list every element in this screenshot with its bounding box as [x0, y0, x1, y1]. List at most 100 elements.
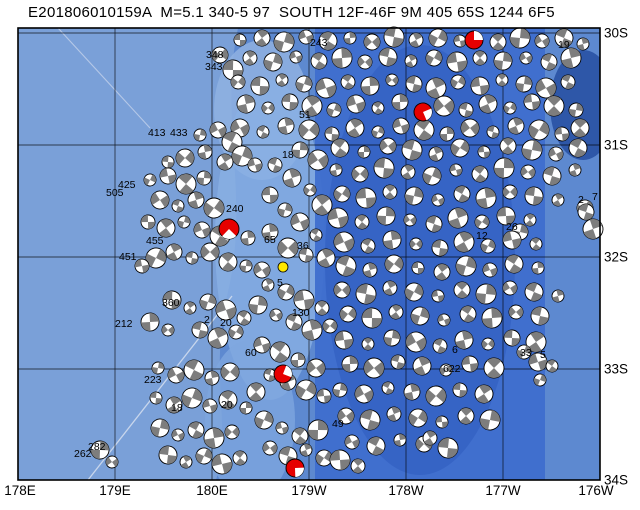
focal-mechanism-ball[interactable]: [182, 300, 199, 317]
focal-mechanism-ball[interactable]: [172, 170, 200, 198]
focal-mechanism-ball[interactable]: [436, 312, 451, 327]
focal-mechanism-ball[interactable]: [411, 261, 425, 275]
focal-mechanism-ball[interactable]: [430, 192, 446, 208]
focal-mechanism-ball[interactable]: [403, 53, 419, 69]
focal-mechanism-ball[interactable]: [409, 305, 431, 327]
focal-mechanism-ball[interactable]: [525, 116, 552, 143]
focal-mechanism-ball[interactable]: [487, 31, 510, 54]
focal-mechanism-ball[interactable]: [477, 145, 491, 159]
focal-mechanism-ball[interactable]: [260, 277, 276, 293]
focal-mechanism-ball[interactable]: [200, 194, 228, 222]
focal-mechanism-ball[interactable]: [170, 198, 185, 213]
focal-mechanism-ball[interactable]: [515, 75, 533, 93]
focal-mechanism-ball[interactable]: [377, 135, 399, 157]
focal-mechanism-ball[interactable]: [407, 31, 426, 50]
focal-mechanism-ball[interactable]: [193, 128, 207, 142]
focal-mechanism-ball[interactable]: [260, 438, 280, 458]
focal-mechanism-ball[interactable]: [179, 385, 205, 411]
focal-mechanism-ball[interactable]: [544, 358, 561, 375]
focal-mechanism-ball[interactable]: [580, 216, 605, 241]
focal-mechanism-ball[interactable]: [354, 282, 377, 305]
focal-mechanism-ball[interactable]: [262, 51, 284, 73]
focal-mechanism-ball[interactable]: [437, 437, 459, 459]
focal-mechanism-ball[interactable]: [376, 206, 396, 226]
focal-mechanism-ball[interactable]: [255, 124, 271, 140]
focal-mechanism-ball-red[interactable]: [215, 215, 243, 243]
focal-mechanism-ball[interactable]: [541, 165, 563, 187]
focal-mechanism-ball[interactable]: [522, 212, 539, 229]
focal-mechanism-ball[interactable]: [348, 456, 368, 476]
focal-mechanism-ball[interactable]: [404, 74, 423, 93]
focal-mechanism-ball[interactable]: [402, 212, 419, 229]
focal-mechanism-ball[interactable]: [470, 48, 490, 68]
focal-mechanism-ball[interactable]: [361, 261, 378, 278]
focal-mechanism-ball-red[interactable]: [411, 100, 435, 124]
focal-mechanism-ball[interactable]: [140, 312, 160, 332]
focal-mechanism-ball[interactable]: [480, 354, 508, 382]
focal-mechanism-ball[interactable]: [308, 50, 330, 72]
focal-mechanism-ball[interactable]: [539, 52, 560, 73]
focal-mechanism-ball[interactable]: [449, 163, 464, 178]
focal-mechanism-ball[interactable]: [272, 30, 297, 55]
focal-mechanism-ball[interactable]: [420, 428, 439, 447]
focal-mechanism-ball[interactable]: [410, 116, 438, 144]
focal-mechanism-ball[interactable]: [567, 162, 582, 177]
focal-mechanism-ball[interactable]: [476, 92, 500, 116]
focal-mechanism-ball[interactable]: [230, 448, 250, 468]
focal-mechanism-ball[interactable]: [161, 155, 175, 169]
focal-mechanism-ball[interactable]: [427, 145, 445, 163]
focal-mechanism-ball[interactable]: [229, 143, 255, 169]
focal-mechanism-ball[interactable]: [294, 74, 314, 94]
focal-mechanism-ball[interactable]: [381, 279, 400, 298]
focal-mechanism-ball[interactable]: [408, 236, 425, 253]
focal-mechanism-ball[interactable]: [361, 31, 384, 54]
focal-mechanism-ball[interactable]: [455, 405, 478, 428]
focal-mechanism-ball[interactable]: [159, 167, 178, 186]
focal-mechanism-ball[interactable]: [431, 289, 445, 303]
focal-mechanism-ball[interactable]: [331, 229, 357, 255]
focal-mechanism-ball[interactable]: [277, 202, 294, 219]
focal-mechanism-ball[interactable]: [501, 229, 523, 251]
focal-mechanism-ball[interactable]: [497, 135, 520, 158]
focal-mechanism-ball[interactable]: [190, 320, 209, 339]
focal-mechanism-ball[interactable]: [252, 408, 275, 431]
focal-mechanism-ball[interactable]: [326, 206, 350, 230]
focal-mechanism-ball[interactable]: [243, 379, 268, 404]
focal-mechanism-ball[interactable]: [194, 446, 215, 467]
focal-mechanism-ball[interactable]: [149, 417, 170, 438]
focal-mechanism-ball[interactable]: [450, 228, 477, 255]
focal-mechanism-ball[interactable]: [204, 370, 220, 386]
focal-mechanism-ball[interactable]: [281, 167, 304, 190]
focal-mechanism-ball[interactable]: [239, 401, 253, 415]
focal-mechanism-ball[interactable]: [228, 72, 248, 92]
focal-mechanism-ball[interactable]: [324, 126, 340, 142]
focal-mechanism-ball[interactable]: [334, 330, 354, 350]
focal-mechanism-ball[interactable]: [385, 405, 403, 423]
focal-mechanism-ball[interactable]: [332, 382, 348, 398]
focal-mechanism-ball[interactable]: [261, 223, 279, 241]
focal-mechanism-ball[interactable]: [551, 289, 566, 304]
event-marker-yellow[interactable]: [277, 261, 289, 273]
focal-mechanism-ball[interactable]: [251, 259, 273, 281]
focal-mechanism-ball[interactable]: [304, 146, 332, 174]
focal-mechanism-ball[interactable]: [298, 247, 314, 263]
focal-mechanism-ball[interactable]: [104, 454, 121, 471]
focal-mechanism-ball[interactable]: [240, 48, 260, 68]
focal-mechanism-ball[interactable]: [207, 119, 229, 141]
focal-mechanism-ball[interactable]: [163, 394, 185, 416]
focal-mechanism-ball[interactable]: [554, 126, 570, 142]
focal-mechanism-ball[interactable]: [481, 261, 499, 279]
focal-mechanism-ball[interactable]: [165, 364, 187, 386]
focal-mechanism-ball[interactable]: [275, 421, 290, 436]
focal-mechanism-ball[interactable]: [313, 75, 338, 100]
focal-mechanism-ball[interactable]: [373, 157, 395, 179]
focal-mechanism-ball[interactable]: [566, 136, 590, 160]
focal-mechanism-ball[interactable]: [532, 31, 551, 50]
focal-mechanism-ball[interactable]: [502, 252, 527, 277]
focal-mechanism-ball[interactable]: [252, 335, 272, 355]
focal-mechanism-ball[interactable]: [151, 361, 165, 375]
focal-mechanism-ball[interactable]: [352, 382, 376, 406]
focal-mechanism-ball[interactable]: [148, 188, 173, 213]
focal-mechanism-ball[interactable]: [469, 163, 491, 185]
focal-mechanism-ball[interactable]: [217, 359, 242, 384]
